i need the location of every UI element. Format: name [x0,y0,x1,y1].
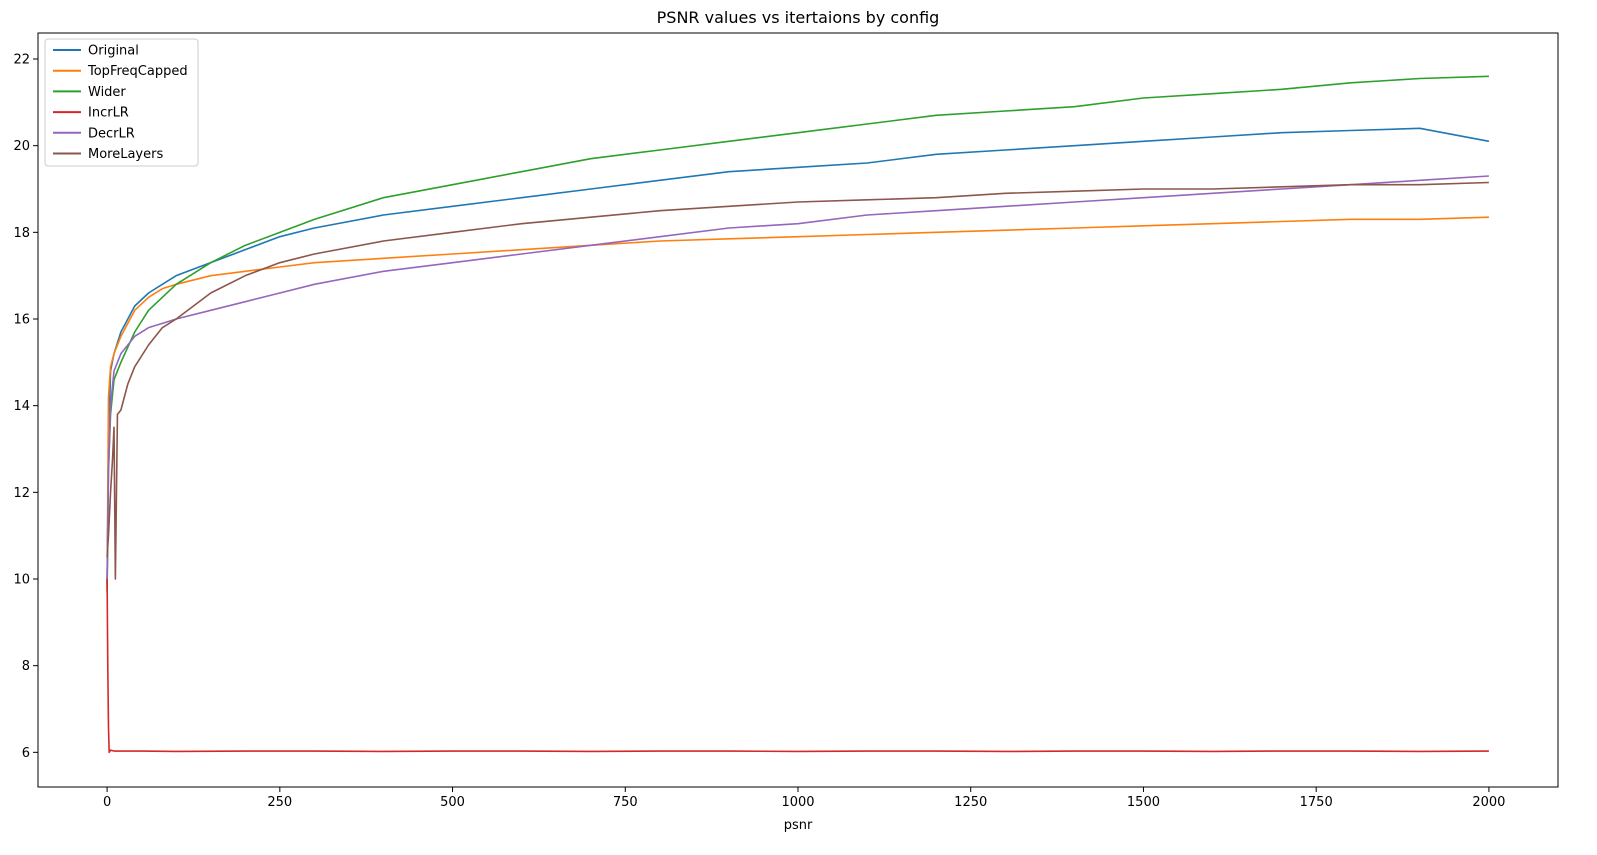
x-tick-label: 250 [267,795,292,810]
y-axis: 6 8 10 12 14 16 18 20 22 [13,53,38,761]
legend-label-decrlr: DecrLR [88,126,135,141]
x-tick-label: 1250 [954,795,987,810]
y-tick-label: 6 [22,746,30,761]
legend-label-wider: Wider [88,85,126,100]
x-tick-label: 1000 [781,795,814,810]
legend: Original TopFreqCapped Wider IncrLR DecrLR Mo… [44,38,199,167]
x-tick-label: 1500 [1127,795,1160,810]
x-tick-label: 1750 [1300,795,1333,810]
y-tick-label: 22 [13,53,30,68]
series-line-wider [106,75,1489,593]
y-tick-label: 10 [13,573,30,588]
series-line-decrlr [106,175,1489,580]
y-tick-label: 18 [13,226,30,241]
y-tick-label: 20 [13,139,30,154]
x-axis-label: psnr [784,818,813,833]
series-line-original [106,127,1490,584]
series-line-incrlr [106,578,1489,754]
x-tick-label: 500 [440,795,465,810]
x-tick-label: 0 [103,795,111,810]
legend-label-morelayers: MoreLayers [88,147,163,162]
y-tick-label: 14 [13,399,30,414]
series-line-morelayers [106,181,1489,580]
y-tick-label: 8 [22,659,30,674]
legend-label-original: Original [88,44,139,59]
plot-area [106,75,1490,754]
y-tick-label: 12 [13,486,30,501]
series-line-topfreqcapped [106,216,1489,588]
legend-label-incrlr: IncrLR [88,106,129,121]
y-tick-label: 16 [13,313,30,328]
legend-label-topfreqcapped: TopFreqCapped [87,64,188,79]
legend-box [44,38,199,167]
chart-title: PSNR values vs itertaions by config [657,8,940,27]
x-tick-label: 2000 [1472,795,1505,810]
x-tick-label: 750 [613,795,638,810]
x-axis: 0 250 500 750 1000 1250 1500 1750 2000 [103,787,1505,810]
